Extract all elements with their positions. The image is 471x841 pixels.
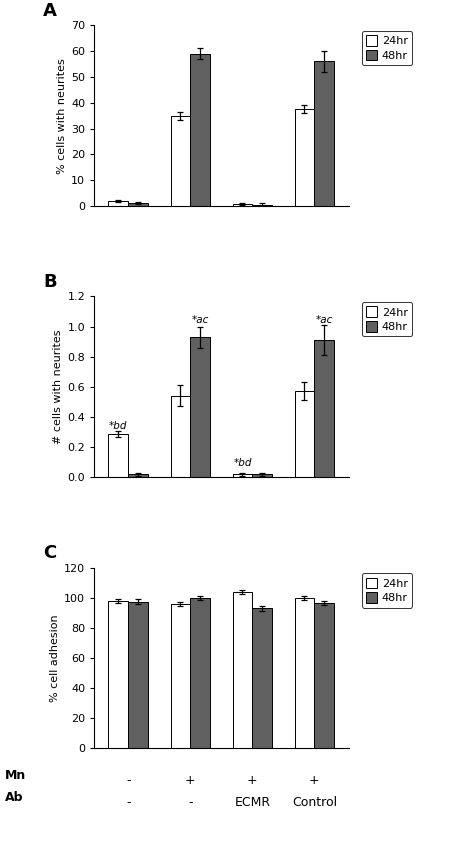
Bar <box>108 600 128 748</box>
Bar <box>171 396 190 478</box>
Legend: 24hr, 48hr: 24hr, 48hr <box>362 31 412 66</box>
Text: *bd: *bd <box>233 458 252 468</box>
Legend: 24hr, 48hr: 24hr, 48hr <box>362 302 412 336</box>
Bar <box>233 204 252 206</box>
Bar <box>128 203 148 206</box>
Bar <box>108 201 128 206</box>
Bar <box>233 592 252 748</box>
Bar <box>252 608 272 748</box>
Text: Control: Control <box>292 796 337 809</box>
Text: Mn: Mn <box>5 769 26 781</box>
Bar <box>294 598 315 748</box>
Text: Ab: Ab <box>5 791 23 803</box>
Text: +: + <box>247 774 258 786</box>
Text: ECMR: ECMR <box>235 796 270 809</box>
Text: +: + <box>185 774 195 786</box>
Bar <box>315 340 334 478</box>
Bar <box>294 391 315 478</box>
Legend: 24hr, 48hr: 24hr, 48hr <box>362 574 412 608</box>
Y-axis label: % cells with neurites: % cells with neurites <box>57 58 67 173</box>
Text: -: - <box>126 796 130 809</box>
Text: *ac: *ac <box>316 315 333 325</box>
Bar <box>128 601 148 748</box>
Text: -: - <box>126 774 130 786</box>
Bar <box>294 109 315 206</box>
Bar <box>252 204 272 206</box>
Bar <box>128 474 148 478</box>
Text: -: - <box>188 796 193 809</box>
Y-axis label: % cell adhesion: % cell adhesion <box>50 614 60 702</box>
Bar <box>315 603 334 748</box>
Bar <box>171 116 190 206</box>
Bar <box>190 598 210 748</box>
Y-axis label: # cells with neurites: # cells with neurites <box>53 330 63 444</box>
Text: *bd: *bd <box>109 420 128 431</box>
Bar <box>171 604 190 748</box>
Text: B: B <box>43 273 57 291</box>
Bar <box>190 54 210 206</box>
Bar <box>233 474 252 478</box>
Bar <box>190 337 210 478</box>
Text: *ac: *ac <box>192 315 209 325</box>
Bar <box>315 61 334 206</box>
Text: C: C <box>43 544 57 563</box>
Bar <box>108 434 128 478</box>
Text: A: A <box>43 2 57 20</box>
Text: +: + <box>309 774 320 786</box>
Bar <box>252 474 272 478</box>
